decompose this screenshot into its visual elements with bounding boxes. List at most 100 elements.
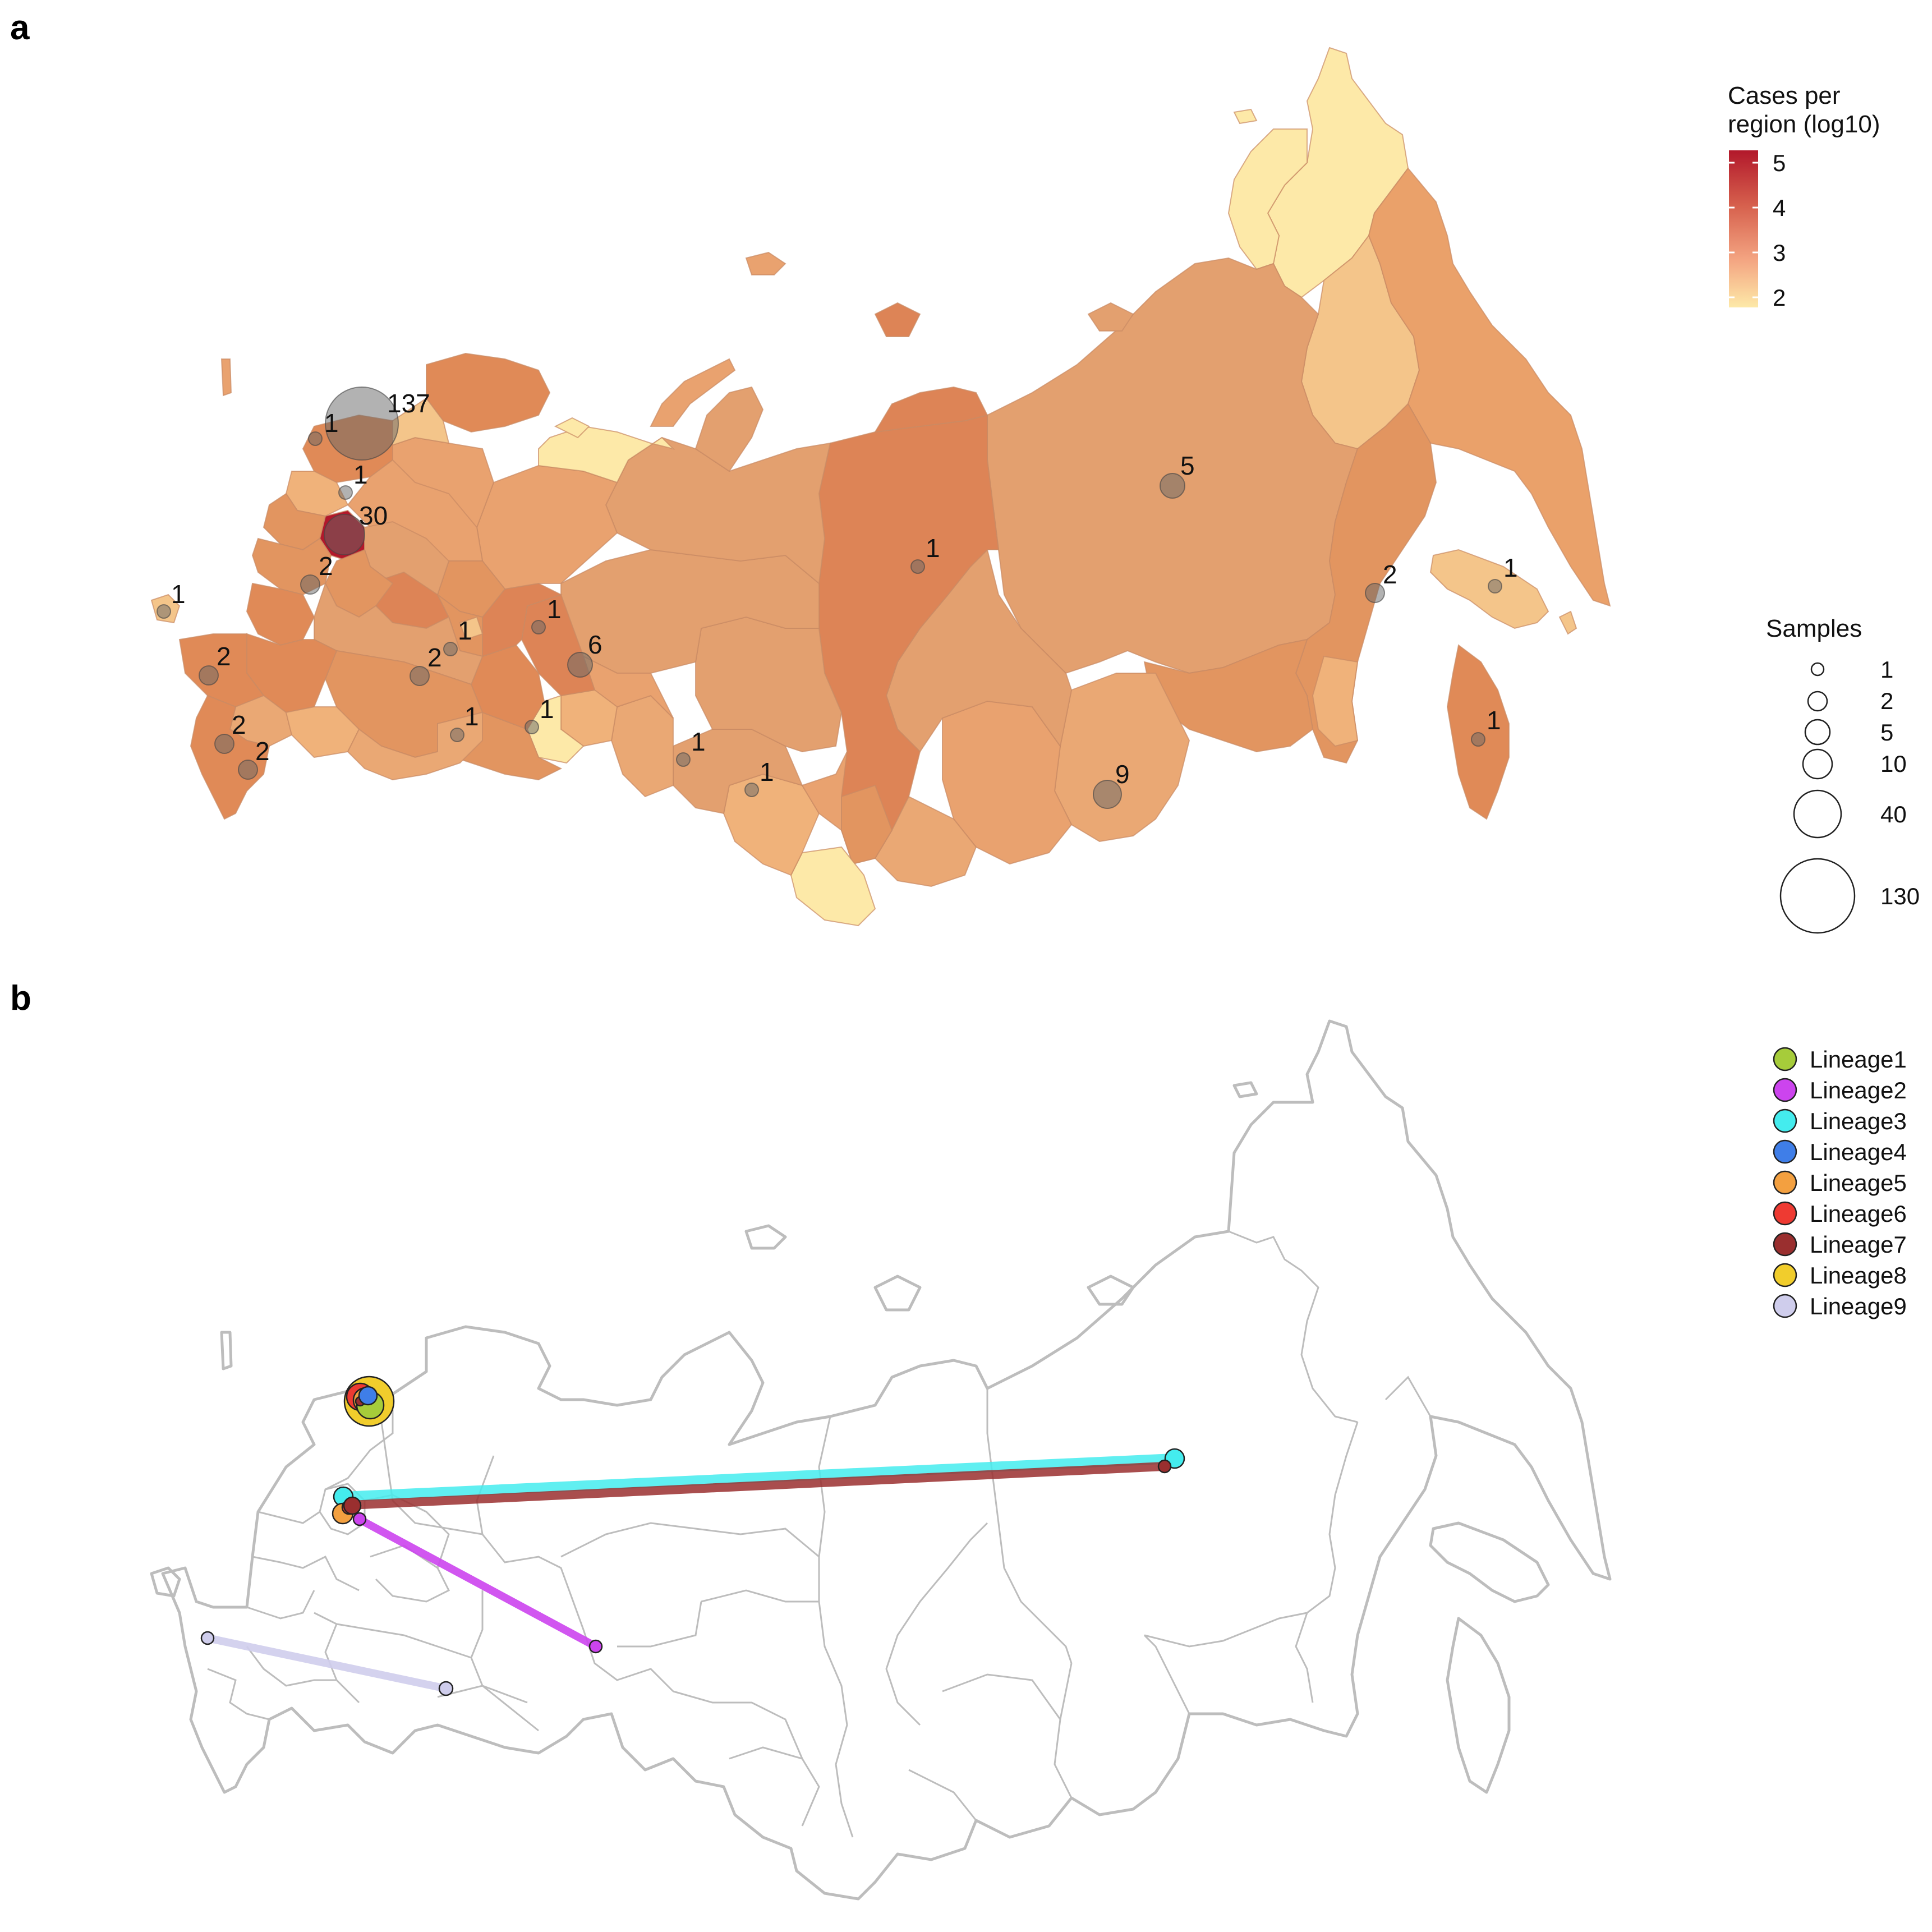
kaliningrad-outline xyxy=(150,1566,181,1598)
bubble-krasnoyarsk xyxy=(910,559,925,574)
lineage3-line xyxy=(338,1453,1179,1502)
region-novaya-zemlya xyxy=(650,358,736,427)
sample-count-labels: 137 1 1 30 2 1 1 1 6 2 2 1 1 2 2 1 1 1 5… xyxy=(171,389,1518,789)
region-severnaya xyxy=(874,302,921,337)
bubble-yakutia xyxy=(1160,473,1185,499)
outline-map xyxy=(150,1019,1612,1901)
bubble-dagestan xyxy=(238,760,258,780)
panel-letter-b: b xyxy=(10,979,31,1018)
size-legend-label: 2 xyxy=(1880,688,1893,714)
sample-bubbles xyxy=(157,387,1502,809)
region-svalbard-west xyxy=(220,358,232,397)
size-legend-label: 130 xyxy=(1880,883,1920,909)
region-north-caucasus xyxy=(190,694,270,820)
count-label: 6 xyxy=(588,630,602,659)
lineage-legend-swatch xyxy=(1773,1170,1797,1195)
panel-letter-a: a xyxy=(10,8,30,47)
region-kemerovo xyxy=(801,751,848,831)
region-vaygach xyxy=(554,417,590,439)
count-label: 2 xyxy=(255,737,270,766)
bubble-kirov xyxy=(531,620,546,634)
wrangel-outline xyxy=(1232,1081,1258,1098)
lineage-legend-swatch xyxy=(1773,1139,1797,1164)
bubble-vologda xyxy=(338,485,353,500)
bubble-magadan xyxy=(1365,583,1385,603)
count-label: 5 xyxy=(1180,451,1195,480)
lineage7-line xyxy=(346,1462,1169,1510)
size-legend-circle xyxy=(1793,789,1842,839)
region-wrangel xyxy=(1233,108,1258,125)
lineage-legend-label: Lineage7 xyxy=(1810,1231,1907,1258)
lineage-legend-swatch xyxy=(1773,1078,1797,1102)
bubble-samara xyxy=(525,720,539,734)
count-label: 30 xyxy=(359,501,388,530)
bubble-moscow xyxy=(324,514,365,555)
size-legend-circle xyxy=(1779,858,1856,934)
lineage-legend: Lineage1 Lineage2 Lineage3 Lineage4 Line… xyxy=(1773,1046,1907,1319)
region-yamal-peninsula xyxy=(694,386,764,472)
count-label: 1 xyxy=(171,579,186,609)
lineage-points xyxy=(200,1376,1185,1696)
franz-josef-outline xyxy=(744,1224,787,1250)
bubble-primorye xyxy=(1471,732,1485,747)
lineage7-point-moscow xyxy=(343,1496,362,1515)
lineage9-point-astrakhan xyxy=(438,1681,454,1696)
size-legend-circle xyxy=(1807,691,1828,712)
region-kamchatka xyxy=(1368,167,1611,607)
count-label: 1 xyxy=(547,595,562,624)
color-legend-title-line1: Cases per xyxy=(1728,82,1841,109)
color-legend-bar xyxy=(1729,150,1758,307)
region-franz-josef xyxy=(745,251,786,275)
russia-outline xyxy=(161,1019,1612,1901)
count-label: 2 xyxy=(232,710,246,739)
bubble-bryansk xyxy=(300,574,320,595)
count-label: 137 xyxy=(387,389,430,418)
svalbard-outline xyxy=(220,1331,233,1370)
region-borders xyxy=(207,1230,1432,1838)
bubble-kaliningrad xyxy=(157,604,171,619)
region-yakutia xyxy=(987,257,1359,674)
size-legend-title: Samples xyxy=(1766,615,1862,642)
lineage-legend-label: Lineage1 xyxy=(1810,1046,1907,1073)
count-label: 2 xyxy=(217,642,231,671)
nsiberian-outline xyxy=(1087,1275,1135,1306)
lineage2-point-bashkortostan xyxy=(588,1639,603,1654)
bubble-penza xyxy=(443,642,458,656)
lineage-legend-label: Lineage6 xyxy=(1810,1200,1907,1227)
lineage-legend-swatch xyxy=(1773,1263,1797,1287)
primorye-outline xyxy=(1446,1617,1511,1794)
region-murmansk xyxy=(426,352,551,433)
lineage4-point-stpetersburg xyxy=(358,1386,378,1406)
size-legend-circle xyxy=(1810,662,1825,677)
choropleth-map xyxy=(150,47,1611,927)
lineage-legend-swatch xyxy=(1773,1047,1797,1071)
region-jewish-ao xyxy=(1312,655,1359,747)
count-label: 1 xyxy=(691,727,706,756)
count-label: 1 xyxy=(1503,553,1518,582)
color-legend-title-line2: region (log10) xyxy=(1728,111,1880,138)
lineage-legend-label: Lineage8 xyxy=(1810,1262,1907,1289)
size-legend: Samples 1 2 5 10 40 130 xyxy=(1766,615,1920,934)
size-legend-circle xyxy=(1804,719,1831,746)
bubble-stavropol xyxy=(214,734,234,754)
count-label: 1 xyxy=(464,702,479,731)
lineage-legend-swatch xyxy=(1773,1201,1797,1226)
region-astrakhan xyxy=(347,711,483,781)
bubble-stpetersburg xyxy=(325,387,399,461)
region-nenets xyxy=(538,425,675,484)
color-legend-tick: 3 xyxy=(1773,240,1786,266)
bubble-saratov xyxy=(410,666,430,686)
count-label: 1 xyxy=(540,694,554,724)
bubble-krasnodar xyxy=(199,665,219,686)
lineage-legend-label: Lineage4 xyxy=(1810,1139,1907,1165)
color-legend-tick: 4 xyxy=(1773,195,1786,221)
bubble-kamchatka xyxy=(1488,579,1502,594)
lineage-lines xyxy=(204,1453,1179,1692)
bubble-bashkortostan xyxy=(567,652,593,678)
lineage9-line xyxy=(204,1634,450,1692)
lineage9-point-krasnodar xyxy=(200,1631,215,1645)
count-label: 2 xyxy=(319,551,333,581)
lineage-legend-label: Lineage9 xyxy=(1810,1293,1907,1319)
lineage-legend-label: Lineage3 xyxy=(1810,1108,1907,1134)
